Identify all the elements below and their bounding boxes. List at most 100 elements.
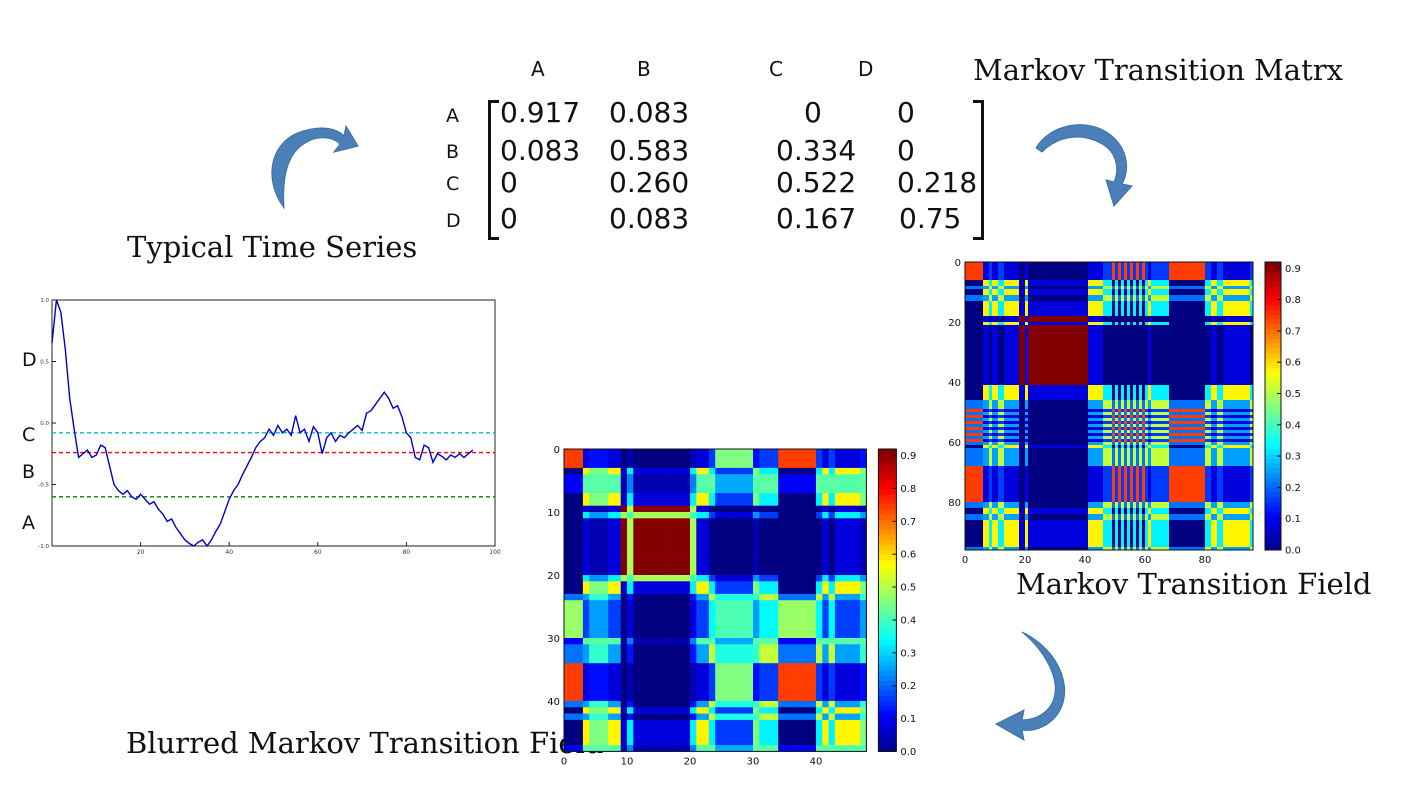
- heatmap-cell: [1136, 409, 1140, 413]
- heatmap-cell: [1058, 334, 1062, 338]
- matrix-cell: 0.917: [500, 96, 581, 129]
- heatmap-cell: [1118, 295, 1122, 299]
- heatmap-cell: [977, 319, 981, 323]
- heatmap-cell: [1157, 382, 1161, 386]
- heatmap-cell: [1004, 325, 1008, 329]
- heatmap-cell: [1118, 346, 1122, 350]
- heatmap-cell: [1001, 352, 1005, 356]
- heatmap-cell: [1157, 361, 1161, 365]
- heatmap-cell: [1166, 373, 1170, 377]
- heatmap-cell: [1004, 379, 1008, 383]
- heatmap-cell: [1109, 316, 1113, 320]
- heatmap-cell: [1004, 319, 1008, 323]
- heatmap-cell: [1088, 307, 1092, 311]
- heatmap-cell: [1040, 298, 1044, 302]
- heatmap-cell: [1118, 388, 1122, 392]
- heatmap-cell: [1178, 268, 1182, 272]
- heatmap-cell: [1112, 325, 1116, 329]
- heatmap-cell: [983, 274, 987, 278]
- heatmap-cell: [1016, 367, 1020, 371]
- heatmap-cell: [965, 298, 969, 302]
- heatmap-cell: [1130, 358, 1134, 362]
- heatmap-cell: [1244, 385, 1248, 389]
- heatmap-cell: [1130, 292, 1134, 296]
- heatmap-cell: [1055, 316, 1059, 320]
- heatmap-cell: [1127, 328, 1131, 332]
- heatmap-cell: [1037, 319, 1041, 323]
- heatmap-cell: [1007, 337, 1011, 341]
- heatmap-cell: [1148, 301, 1152, 305]
- heatmap-cell: [1082, 283, 1086, 287]
- heatmap-cell: [1172, 343, 1176, 347]
- heatmap-cell: [986, 346, 990, 350]
- heatmap-cell: [1010, 403, 1014, 407]
- heatmap-cell: [1103, 325, 1107, 329]
- heatmap-cell: [1223, 304, 1227, 308]
- heatmap-cell: [1010, 310, 1014, 314]
- heatmap-cell: [1220, 349, 1224, 353]
- heatmap-cell: [1238, 370, 1242, 374]
- heatmap-cell: [1046, 343, 1050, 347]
- heatmap-cell: [1007, 301, 1011, 305]
- heatmap-cell: [1049, 397, 1053, 401]
- heatmap-cell: [974, 298, 978, 302]
- heatmap-cell: [1139, 304, 1143, 308]
- heatmap-cell: [1097, 367, 1101, 371]
- heatmap-cell: [1073, 370, 1077, 374]
- heatmap-cell: [1145, 370, 1149, 374]
- heatmap-cell: [1217, 385, 1221, 389]
- heatmap-cell: [995, 331, 999, 335]
- heatmap-cell: [1160, 337, 1164, 341]
- heatmap-cell: [1136, 274, 1140, 278]
- heatmap-cell: [989, 334, 993, 338]
- heatmap-cell: [995, 292, 999, 296]
- heatmap-cell: [992, 373, 996, 377]
- heatmap-cell: [1067, 316, 1071, 320]
- heatmap-cell: [1121, 367, 1125, 371]
- heatmap-cell: [1241, 310, 1245, 314]
- heatmap-cell: [1229, 352, 1233, 356]
- heatmap-cell: [1238, 331, 1242, 335]
- heatmap-cell: [1226, 298, 1230, 302]
- heatmap-cell: [1142, 289, 1146, 293]
- heatmap-cell: [1052, 316, 1056, 320]
- heatmap-cell: [1112, 277, 1116, 281]
- heatmap-cell: [1220, 403, 1224, 407]
- heatmap-cell: [1109, 370, 1113, 374]
- heatmap-cell: [1127, 298, 1131, 302]
- heatmap-cell: [1127, 313, 1131, 317]
- heatmap-cell: [1082, 274, 1086, 278]
- heatmap-cell: [1250, 340, 1254, 344]
- heatmap-cell: [965, 271, 969, 275]
- heatmap-cell: [1232, 286, 1236, 290]
- heatmap-cell: [1100, 391, 1104, 395]
- heatmap-cell: [1061, 271, 1065, 275]
- heatmap-cell: [1121, 394, 1125, 398]
- heatmap-cell: [1214, 286, 1218, 290]
- heatmap-cell: [1187, 349, 1191, 353]
- heatmap-cell: [1043, 388, 1047, 392]
- heatmap-cell: [992, 325, 996, 329]
- heatmap-cell: [1079, 403, 1083, 407]
- heatmap-cell: [1124, 382, 1128, 386]
- heatmap-cell: [1085, 277, 1089, 281]
- heatmap-cell: [1073, 337, 1077, 341]
- heatmap-cell: [998, 343, 1002, 347]
- heatmap-cell: [1199, 310, 1203, 314]
- heatmap-cell: [1037, 265, 1041, 269]
- heatmap-cell: [1106, 280, 1110, 284]
- heatmap-cell: [1058, 280, 1062, 284]
- heatmap-cell: [1145, 331, 1149, 335]
- heatmap-cell: [1184, 328, 1188, 332]
- heatmap-cell: [1040, 343, 1044, 347]
- heatmap-cell: [1082, 340, 1086, 344]
- heatmap-cell: [1073, 307, 1077, 311]
- heatmap-cell: [1097, 349, 1101, 353]
- heatmap-cell: [1148, 364, 1152, 368]
- heatmap-cell: [1142, 406, 1146, 410]
- heatmap-cell: [995, 367, 999, 371]
- heatmap-cell: [1196, 349, 1200, 353]
- heatmap-cell: [1163, 400, 1167, 404]
- heatmap-cell: [1196, 307, 1200, 311]
- heatmap-cell: [1004, 340, 1008, 344]
